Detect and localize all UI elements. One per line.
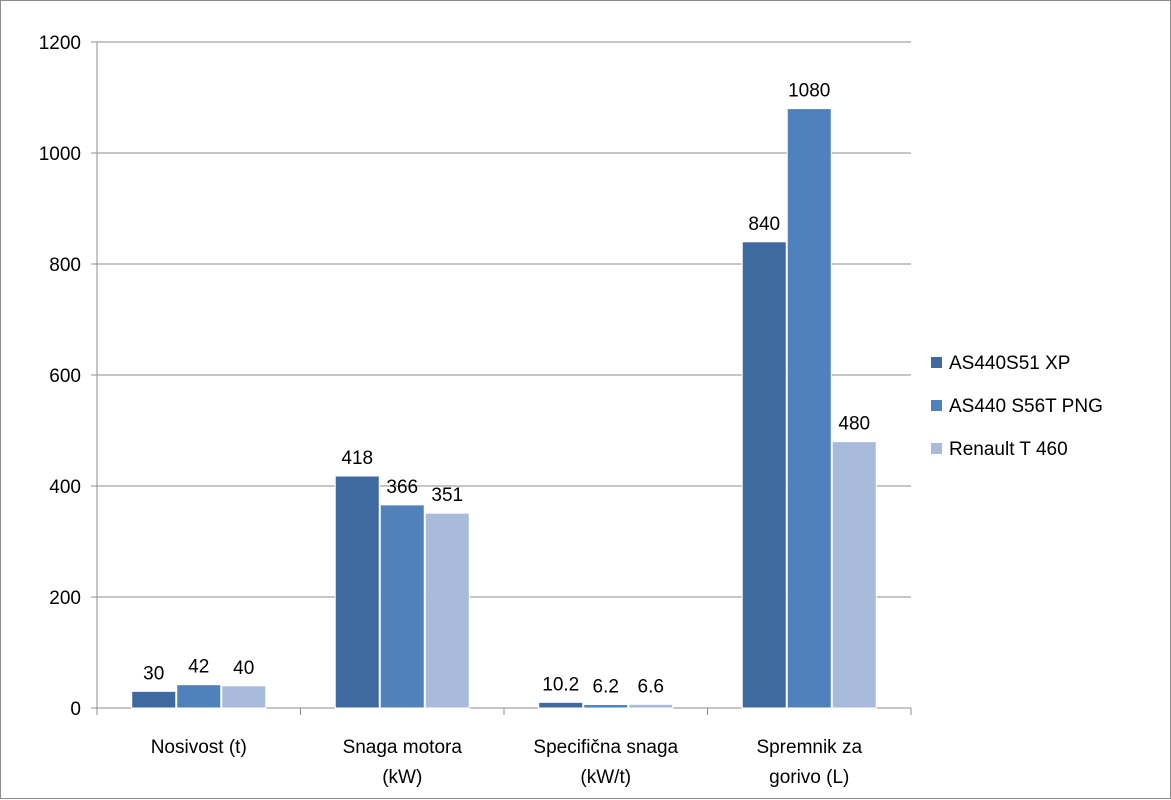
data-label: 10.2	[542, 674, 579, 695]
data-label: 42	[188, 657, 209, 678]
y-tick-label: 800	[49, 255, 81, 276]
data-label: 480	[838, 414, 870, 435]
legend: AS440S51 XP AS440 S56T PNG Renault T 460	[931, 353, 1103, 460]
data-label: 351	[431, 485, 463, 506]
legend-label: AS440S51 XP	[949, 353, 1070, 374]
category-labels: Nosivost (t) Snaga motora (kW) Specifična s…	[151, 737, 863, 788]
bar	[176, 684, 222, 709]
bar	[424, 512, 470, 709]
data-label: 840	[748, 214, 780, 235]
bar	[583, 704, 629, 709]
x-category-label: (kW/t)	[580, 767, 631, 788]
bar	[334, 475, 380, 709]
bar	[786, 108, 832, 709]
y-tick-label: 0	[70, 699, 81, 720]
data-label: 6.2	[593, 677, 619, 698]
x-category-label: Nosivost (t)	[151, 737, 247, 758]
bar	[831, 441, 877, 709]
x-category-label: Spremnik za	[756, 737, 862, 758]
bar	[628, 703, 674, 709]
y-tick-label: 400	[49, 477, 81, 498]
data-label: 6.6	[638, 676, 664, 697]
legend-swatch	[931, 400, 942, 411]
x-category-label: Specifična snaga	[533, 737, 678, 758]
y-tick-label: 1200	[39, 33, 81, 54]
y-tick-label: 200	[49, 588, 81, 609]
bar	[131, 690, 177, 709]
x-category-label: gorivo (L)	[769, 767, 849, 788]
y-tick-label: 1000	[39, 144, 81, 165]
bar	[741, 241, 787, 709]
data-label: 30	[143, 663, 164, 684]
legend-label: Renault T 460	[949, 439, 1068, 460]
bar	[221, 685, 267, 709]
x-category-label: (kW)	[382, 767, 422, 788]
data-label: 1080	[788, 81, 830, 102]
bar	[538, 701, 584, 709]
data-label: 366	[386, 477, 418, 498]
x-category-label: Snaga motora	[343, 737, 463, 758]
bars	[131, 108, 877, 709]
legend-label: AS440 S56T PNG	[949, 396, 1103, 417]
data-label: 40	[233, 658, 254, 679]
data-label: 418	[341, 448, 373, 469]
bar	[379, 504, 425, 709]
y-tick-label: 600	[49, 366, 81, 387]
legend-swatch	[931, 443, 942, 454]
data-labels: 30 418 10.2 840 42 366 6.2 1080 40 351 6.6 480	[143, 81, 870, 698]
legend-swatch	[931, 357, 942, 368]
